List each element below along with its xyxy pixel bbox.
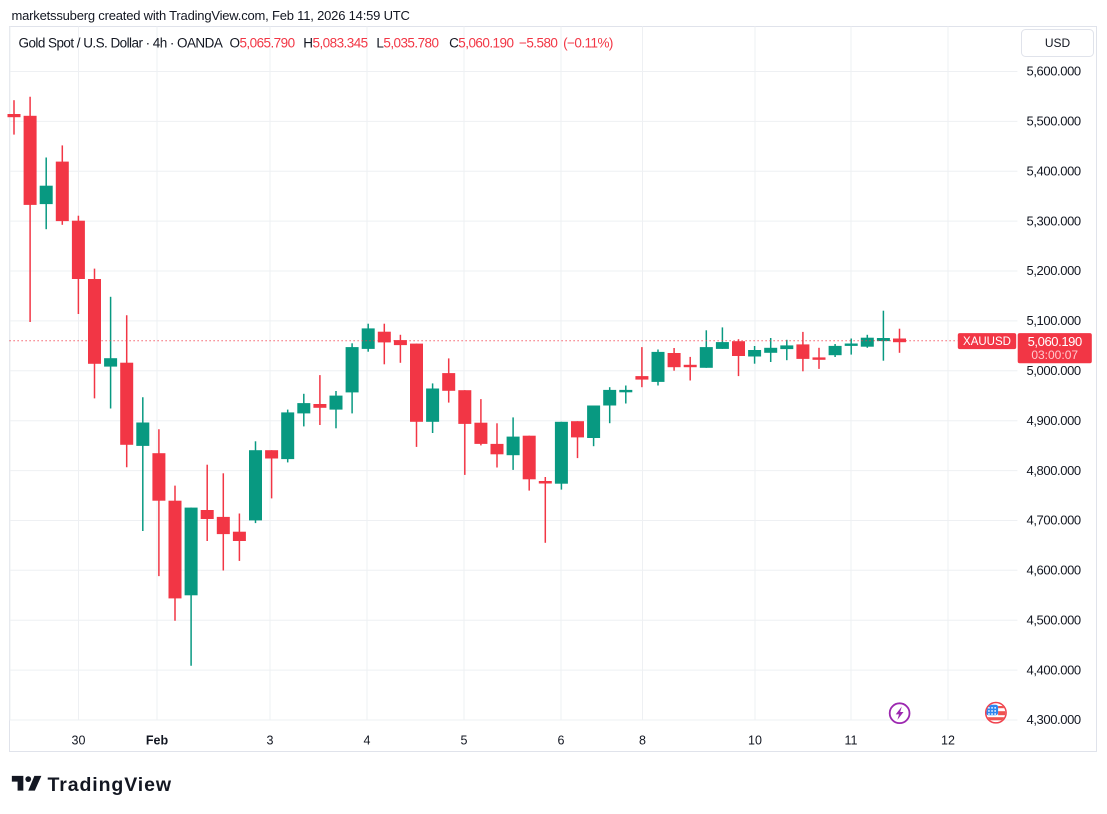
svg-text:USD: USD [1045,36,1071,50]
svg-text:5,000.000: 5,000.000 [1027,363,1081,378]
svg-text:8: 8 [639,734,646,748]
svg-text:3: 3 [267,734,274,748]
svg-text:marketssuberg created with Tra: marketssuberg created with TradingView.c… [12,8,410,23]
svg-text:10: 10 [748,734,762,748]
svg-text:4,500.000: 4,500.000 [1027,612,1081,627]
svg-text:4,700.000: 4,700.000 [1027,513,1081,528]
svg-text:5,500.000: 5,500.000 [1027,114,1081,129]
svg-text:4,400.000: 4,400.000 [1027,662,1081,677]
svg-text:4: 4 [364,734,371,748]
svg-text:Gold Spot / U.S. Dollar · 4h ·: Gold Spot / U.S. Dollar · 4h · OANDA O5,0… [19,36,613,51]
svg-text:4,900.000: 4,900.000 [1027,413,1081,428]
svg-text:6: 6 [558,734,565,748]
svg-text:TradingView: TradingView [48,774,172,796]
svg-text:11: 11 [845,734,858,748]
svg-text:5,200.000: 5,200.000 [1027,263,1081,278]
svg-text:XAUUSD: XAUUSD [963,336,1011,348]
svg-text:5,400.000: 5,400.000 [1027,164,1081,179]
svg-text:5: 5 [461,734,468,748]
svg-text:4,300.000: 4,300.000 [1027,712,1081,727]
svg-text:03:00:07: 03:00:07 [1031,348,1078,362]
svg-text:Feb: Feb [146,734,169,748]
svg-text:30: 30 [72,734,86,748]
svg-text:4,600.000: 4,600.000 [1027,563,1081,578]
svg-text:5,100.000: 5,100.000 [1027,313,1081,328]
svg-text:5,600.000: 5,600.000 [1027,64,1081,79]
svg-text:5,060.190: 5,060.190 [1028,334,1082,349]
svg-text:5,300.000: 5,300.000 [1027,213,1081,228]
svg-text:12: 12 [941,734,955,748]
svg-text:4,800.000: 4,800.000 [1027,463,1081,478]
